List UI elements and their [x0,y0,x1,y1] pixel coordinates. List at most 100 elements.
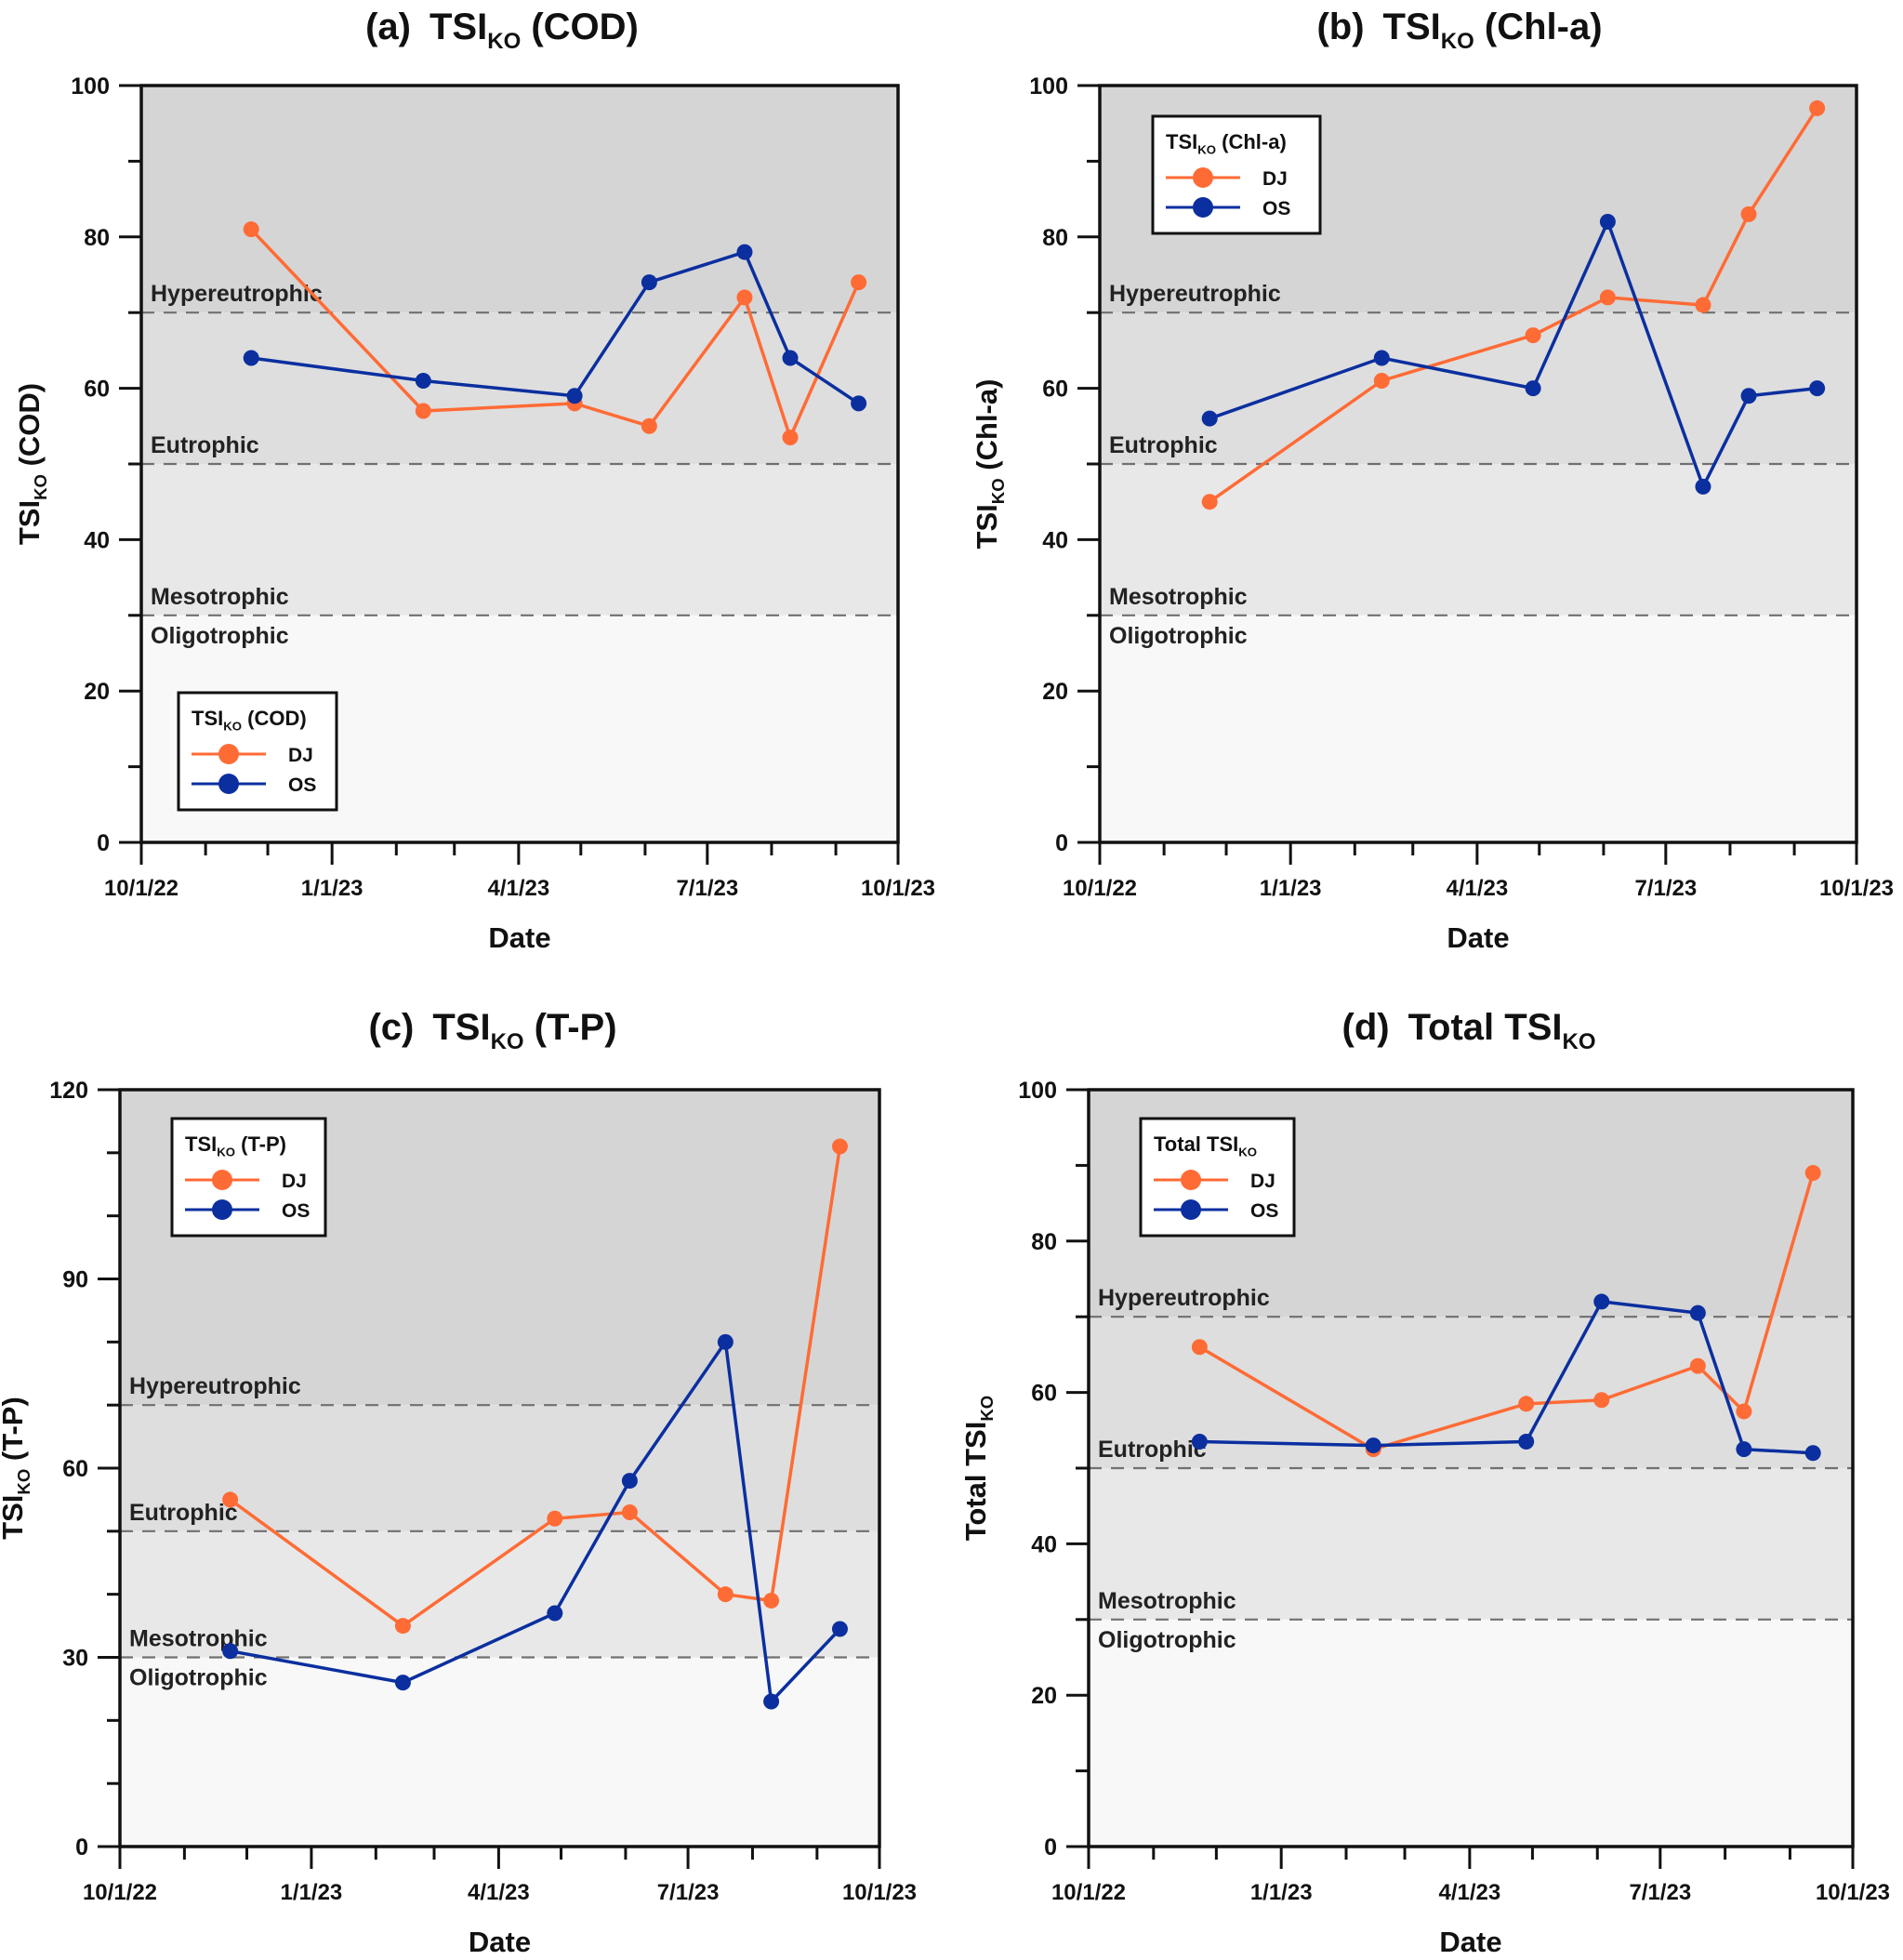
title-main: TSI [1383,7,1441,47]
y-tick-label: 60 [1042,377,1068,403]
title-prefix: (c) [368,1007,432,1048]
chart-title: (c) TSIKO (T-P) [368,1007,616,1054]
title-main: TSI [185,1132,217,1156]
subscript: KO [31,474,50,500]
y-axis-label: TSIKO (T-P) [0,1397,33,1540]
data-point-dj [1518,1396,1535,1412]
data-point-dj [641,417,657,434]
legend-box [170,1117,327,1238]
title-suffix: (COD) [521,7,639,47]
title-main: TSI [1166,130,1197,153]
data-point-os [243,350,259,366]
legend-label-dj: DJ [288,745,313,766]
data-point-os [641,274,657,291]
title-suffix: (COD) [242,707,307,730]
y-axis-label: TSIKO (Chl-a) [971,379,1008,550]
x-tick-label: 10/1/22 [1063,876,1137,901]
threshold-label-oligotrophic: Oligotrophic [151,623,289,649]
legend-marker-os [212,1199,232,1220]
data-point-os [1365,1437,1381,1454]
title-prefix: (b) [1316,7,1382,47]
data-point-dj [621,1503,638,1520]
x-tick-label: 10/1/23 [842,1880,917,1905]
legend-marker-dj [212,1170,232,1190]
x-tick-label: 7/1/23 [657,1880,720,1905]
threshold-label-eutrophic: Eutrophic [151,432,259,458]
legend-marker-dj [1181,1170,1201,1190]
subscript: KO [217,1146,235,1159]
data-point-os [1593,1293,1610,1310]
subscript: KO [977,1396,997,1422]
data-point-dj [851,274,867,291]
chart-panel-d: (d) Total TSIKOHypereutrophicEutrophicMe… [959,1007,1890,1958]
data-point-os [831,1621,848,1637]
legend-title: TSIKO (T-P) [185,1132,286,1159]
legend-label-dj: DJ [1262,168,1288,190]
legend: TSIKO (T-P) DJ OS [170,1117,327,1238]
data-point-os [566,388,583,404]
threshold-label-hypereutrophic: Hypereutrophic [1098,1285,1270,1311]
y-axis-label-group: TSIKO (COD) [13,383,50,545]
legend-marker-dj [1193,167,1213,188]
title-prefix: (d) [1342,1007,1408,1048]
data-point-dj [1740,205,1757,222]
x-tick-label: 4/1/23 [468,1880,530,1905]
data-point-os [1809,380,1826,397]
data-point-dj [717,1586,733,1603]
data-point-dj [1593,1392,1610,1409]
y-tick-label: 0 [1044,1834,1057,1861]
legend: TSIKO (COD) DJ OS [177,691,338,812]
legend-label-os: OS [288,775,316,796]
title-main: TSI [13,500,46,545]
y-tick-label: 80 [84,225,110,251]
legend-title: TSIKO (Chl-a) [1166,130,1287,157]
data-point-os [1736,1441,1752,1458]
data-point-os [851,395,867,412]
x-axis-label: Date [1439,1926,1501,1958]
y-tick-label: 40 [84,527,110,553]
data-point-os [1695,478,1711,495]
data-point-dj [1191,1339,1208,1356]
y-tick-label: 20 [84,679,110,705]
legend-marker-os [1181,1199,1201,1220]
title-suffix: (Chl-a) [1216,130,1287,153]
chart-title: (a) TSIKO (COD) [365,7,639,54]
legend: TSIKO (Chl-a) DJ OS [1151,114,1322,235]
title-main: Total TSI [1408,1007,1563,1048]
threshold-label-oligotrophic: Oligotrophic [1098,1627,1236,1653]
data-point-os [717,1333,733,1350]
subscript: KO [487,29,521,54]
x-tick-label: 10/1/22 [83,1880,157,1905]
zone-eutrophic [141,312,898,464]
y-axis-label-group: TSIKO (T-P) [0,1397,33,1540]
legend: Total TSIKO DJ OS [1139,1117,1296,1238]
x-tick-label: 10/1/22 [104,876,178,901]
data-point-dj [1525,327,1541,344]
y-tick-label: 100 [1029,73,1068,99]
y-tick-label: 90 [62,1267,88,1293]
subscript: KO [1441,29,1474,54]
title-main: Total TSI [959,1422,992,1542]
subscript: KO [1238,1146,1257,1159]
data-point-dj [1201,494,1218,510]
zone-eutrophic [1100,312,1857,464]
data-point-dj [1689,1357,1706,1374]
title-suffix: (T-P) [235,1132,286,1156]
data-point-dj [831,1138,848,1155]
y-tick-label: 60 [84,377,110,403]
zone-mesotrophic [141,464,898,616]
x-tick-label: 10/1/23 [861,876,935,901]
legend-label-os: OS [1250,1200,1278,1222]
legend-marker-os [1193,197,1213,218]
data-point-dj [394,1618,411,1635]
x-tick-label: 4/1/23 [1447,876,1509,901]
legend-title: TSIKO (COD) [192,707,307,734]
data-point-os [1804,1445,1821,1462]
zone-oligotrophic [1089,1619,1853,1847]
zone-hypereutrophic [141,86,898,313]
data-point-dj [1599,289,1616,306]
chart-title: (d) Total TSIKO [1342,1007,1596,1054]
title-suffix: (COD) [13,383,46,474]
data-point-dj [1736,1403,1752,1420]
subscript: KO [14,1469,33,1495]
